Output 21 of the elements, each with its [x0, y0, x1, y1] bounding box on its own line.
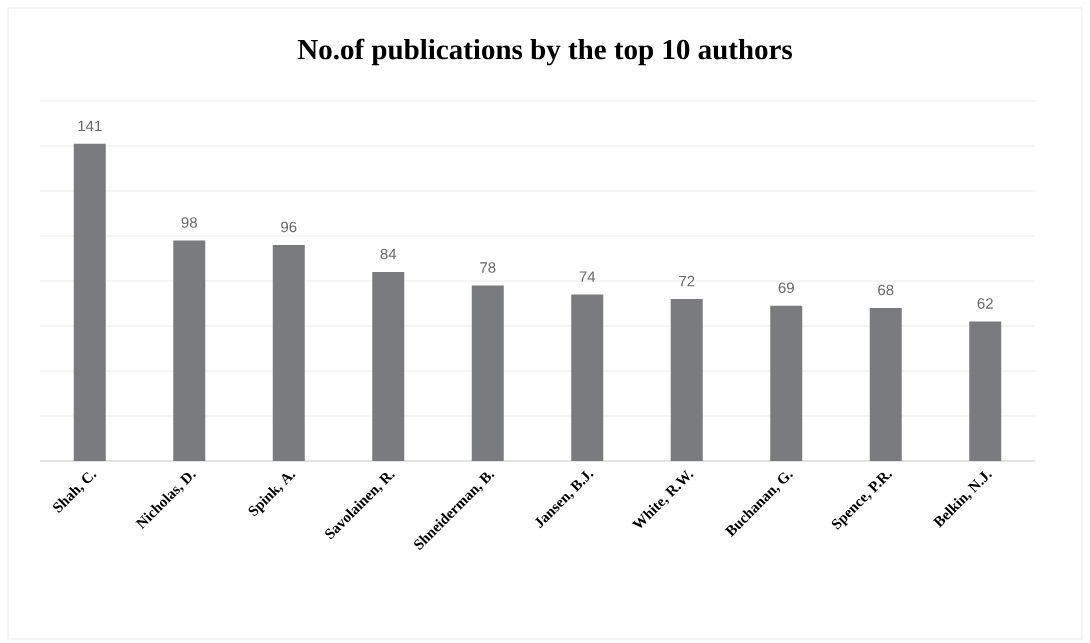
bar: [272, 244, 305, 461]
bar: [670, 298, 703, 461]
data-label: 69: [778, 282, 794, 294]
data-label: 72: [679, 275, 695, 287]
bar: [969, 321, 1002, 461]
bar: [173, 240, 206, 461]
bar: [770, 305, 803, 461]
bar: [73, 143, 106, 461]
data-label: 68: [878, 284, 894, 296]
data-label: 98: [181, 217, 197, 228]
data-label: 62: [977, 298, 993, 309]
bar: [471, 285, 504, 461]
data-label: 96: [281, 221, 297, 233]
data-label: 78: [480, 262, 496, 273]
data-label: 84: [380, 248, 397, 260]
bar: [869, 307, 902, 461]
chart-title: No.of publications by the top 10 authors: [297, 38, 793, 66]
data-label: 141: [78, 120, 102, 132]
data-label: 74: [579, 271, 596, 282]
bar: [571, 294, 604, 461]
bar: [372, 271, 405, 461]
